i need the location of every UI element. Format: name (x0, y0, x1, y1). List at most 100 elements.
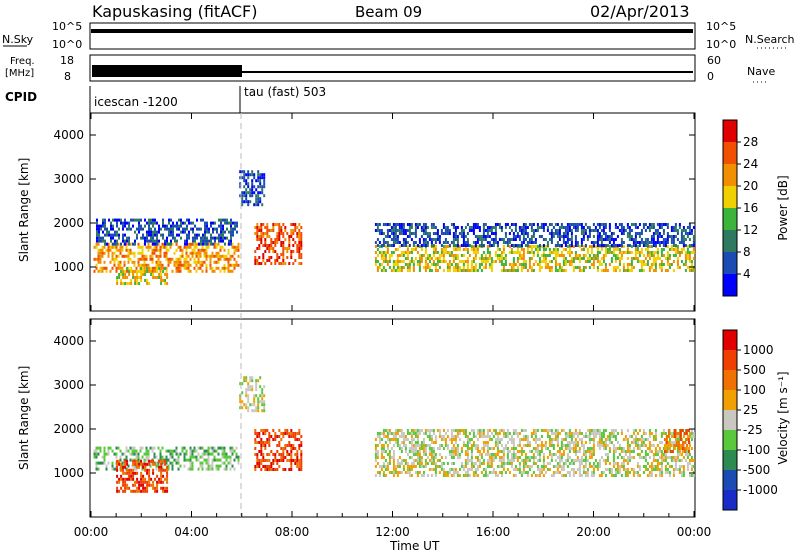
velocity-echo-cell (618, 447, 621, 450)
power-echo-cell (602, 226, 605, 229)
velocity-echo-cell (650, 444, 653, 447)
power-echo-cell (127, 248, 130, 252)
power-echo-cell (184, 230, 186, 234)
power-echo-cell (536, 226, 539, 229)
velocity-echo-cell (658, 471, 661, 474)
velocity-echo-cell (542, 465, 545, 468)
velocity-echo-cell (426, 456, 429, 459)
power-echo-cell (266, 226, 269, 229)
velocity-echo-cell (552, 474, 555, 477)
power-echo-cell (228, 221, 230, 225)
velocity-echo-cell (410, 432, 413, 435)
power-echo-cell (508, 251, 511, 254)
power-echo-cell (110, 224, 112, 228)
velocity-echo-cell (165, 458, 168, 462)
power-echo-cell (618, 260, 621, 263)
velocity-echo-cell (241, 391, 244, 395)
power-echo-cell (137, 251, 140, 255)
velocity-echo-cell (678, 453, 681, 456)
power-echo-cell (456, 241, 459, 244)
velocity-echo-cell (221, 455, 224, 459)
power-echo-cell (198, 242, 200, 246)
power-echo-cell (556, 251, 559, 254)
power-echo-cell (552, 232, 555, 235)
velocity-echo-cell (556, 471, 559, 474)
velocity-echo-cell (135, 449, 138, 453)
velocity-echo-cell (564, 435, 567, 438)
nave-label: Nave (747, 65, 775, 78)
power-echo-cell (276, 223, 279, 226)
power-echo-cell (128, 236, 130, 240)
power-echo-cell (392, 229, 395, 232)
power-echo-cell (466, 241, 469, 244)
power-echo-cell (652, 263, 655, 266)
power-echo-cell (229, 257, 232, 261)
velocity-echo-cell (552, 465, 555, 468)
power-echo-cell (276, 259, 279, 262)
power-echo-cell (556, 269, 559, 272)
power-echo-cell (175, 248, 178, 252)
power-echo-cell (104, 227, 106, 231)
power-echo-cell (692, 241, 695, 244)
velocity-echo-cell (506, 459, 509, 462)
power-echo-cell (209, 257, 212, 261)
velocity-echo-cell (406, 453, 409, 456)
power-echo-cell (462, 229, 465, 232)
power-echo-cell (139, 245, 142, 249)
power-echo-cell (558, 266, 561, 269)
velocity-echo-cell (388, 441, 391, 444)
power-echo-cell (650, 223, 653, 226)
velocity-echo-cell (685, 429, 688, 432)
velocity-echo-cell (590, 450, 593, 453)
velocity-echo-cell (255, 409, 258, 413)
velocity-echo-cell (665, 441, 668, 444)
power-echo-cell (454, 238, 457, 241)
velocity-echo-cell (187, 458, 190, 462)
power-echo-cell (474, 235, 477, 238)
power-echo-cell (690, 260, 693, 263)
power-echo-cell (282, 262, 285, 265)
power-echo-cell (636, 232, 639, 235)
power-echo-cell (604, 226, 607, 229)
power-echo-cell (292, 250, 295, 253)
velocity-echo-cell (596, 441, 599, 444)
power-echo-cell (378, 241, 381, 244)
power-echo-cell (542, 257, 545, 260)
power-echo-cell (554, 263, 557, 266)
velocity-echo-cell (644, 453, 647, 456)
velocity-echo-cell (664, 456, 667, 459)
power-echo-cell (626, 232, 629, 235)
power-echo-cell (650, 263, 653, 266)
velocity-echo-cell (464, 453, 467, 456)
power-echo-cell (688, 244, 691, 247)
power-echo-cell (614, 223, 617, 226)
power-echo-cell (382, 223, 385, 226)
power-echo-cell (97, 257, 100, 261)
velocity-echo-cell (394, 432, 397, 435)
velocity-echo-cell (138, 489, 141, 493)
velocity-echo-cell (546, 462, 549, 465)
power-echo-cell (420, 248, 423, 251)
power-echo-cell (656, 235, 659, 238)
power-echo-cell (564, 257, 567, 260)
power-echo-cell (472, 269, 475, 272)
velocity-echo-cell (296, 450, 299, 453)
power-echo-cell (590, 229, 593, 232)
velocity-echo-cell (262, 432, 265, 435)
power-echo-cell (616, 266, 619, 269)
velocity-echo-cell (524, 453, 527, 456)
velocity-echo-cell (454, 468, 457, 471)
velocity-echo-cell (416, 453, 419, 456)
velocity-echo-cell (266, 453, 269, 456)
power-echo-cell (610, 260, 613, 263)
velocity-echo-cell (294, 459, 297, 462)
velocity-echo-cell (450, 429, 453, 432)
power-echo-cell (544, 254, 547, 257)
time-axis: 00:00 04:00 08:00 12:00 16:00 20:00 00:00 (74, 113, 711, 539)
power-echo-cell (396, 269, 399, 272)
velocity-echo-cell (298, 468, 301, 471)
velocity-echo-cell (270, 450, 273, 453)
power-echo-cell (148, 267, 151, 270)
power-echo-cell (478, 238, 481, 241)
velocity-echo-cell (378, 474, 381, 477)
